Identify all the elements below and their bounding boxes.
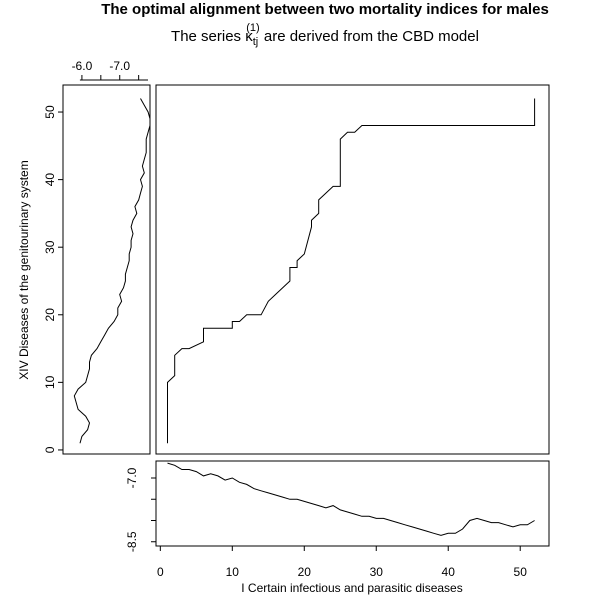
x-tick-label: 20 [298,565,312,579]
y-tick-label: 50 [43,105,57,119]
bottom-series-plot: 0 10 20 30 40 50 -7.0 -8.5 [125,462,535,579]
bottom-series-line [167,462,535,536]
left-series-line [73,98,151,444]
x-tick-label: 50 [514,565,528,579]
bottom-panel-frame [155,460,550,547]
alignment-path [167,98,536,444]
y-tick-label: 0 [43,446,57,453]
left-top-tick-label: -7.0 [109,59,130,73]
subtitle-after: are derived from the CBD model [260,28,479,45]
chart-subtitle: The series κtj (1) are derived from the C… [171,22,479,48]
left-top-tick-label: -6.0 [72,59,93,73]
main-alignment-plot [167,98,536,444]
y-tick-label: 30 [43,240,57,254]
x-tick-label: 40 [442,565,456,579]
y-tick-label: 40 [43,173,57,187]
bottom-y-tick-label: -7.0 [125,467,139,488]
subtitle-subscript: tj [253,36,259,48]
y-axis-label: XIV Diseases of the genitourinary system [17,160,31,379]
y-tick-label: 10 [43,375,57,389]
subtitle-before: The series [171,28,245,45]
chart-title: The optimal alignment between two mortal… [101,1,549,18]
subtitle-symbol: κ [245,28,253,45]
left-series-plot: 0 10 20 30 40 50 -6.0 -7.0 [43,59,151,453]
x-tick-label: 0 [157,565,164,579]
main-panel-frame [155,84,550,455]
x-tick-label: 30 [370,565,384,579]
left-panel-frame [62,84,151,455]
x-tick-label: 10 [226,565,240,579]
x-axis-label: I Certain infectious and parasitic disea… [241,581,462,595]
y-tick-label: 20 [43,308,57,322]
bottom-y-tick-label: -8.5 [125,531,139,552]
subtitle-superscript: (1) [246,22,259,34]
